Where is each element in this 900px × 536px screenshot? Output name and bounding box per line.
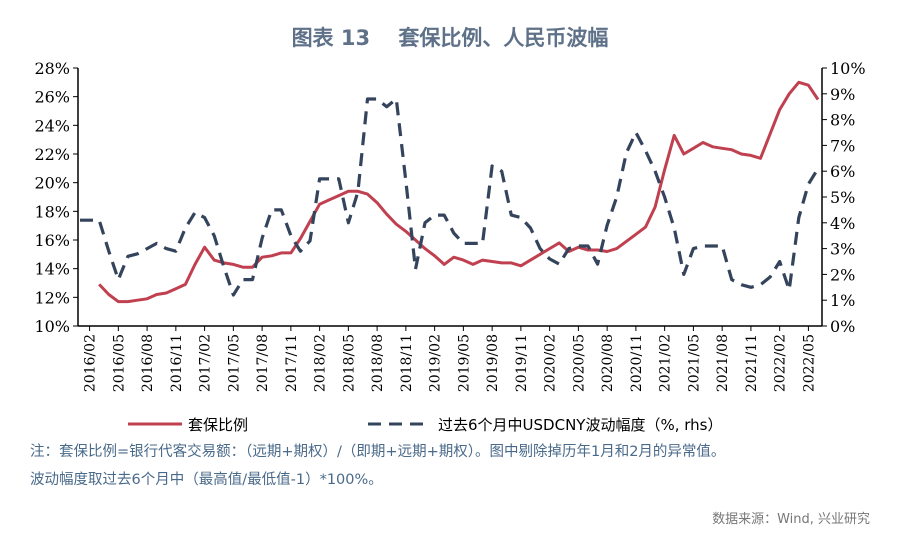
x-tick-label: 2021/11 bbox=[744, 334, 760, 392]
left-tick-label: 10% bbox=[34, 317, 70, 336]
right-tick-label: 5% bbox=[830, 188, 855, 207]
right-tick-label: 3% bbox=[830, 240, 855, 259]
x-tick-label: 2016/11 bbox=[169, 334, 185, 392]
x-tick-label: 2019/02 bbox=[428, 334, 444, 392]
x-tick-label: 2017/08 bbox=[255, 334, 271, 392]
x-tick-label: 2022/05 bbox=[801, 334, 817, 392]
x-tick-label: 2016/02 bbox=[83, 334, 99, 392]
chart-title: 图表 13 套保比例、人民币波幅 bbox=[291, 26, 609, 50]
x-tick-label: 2020/02 bbox=[543, 334, 559, 392]
x-tick-label: 2017/11 bbox=[284, 334, 300, 392]
right-tick-label: 7% bbox=[830, 136, 855, 155]
left-tick-label: 22% bbox=[34, 145, 70, 164]
right-tick-label: 8% bbox=[830, 111, 855, 130]
left-tick-label: 16% bbox=[34, 231, 70, 250]
x-tick-label: 2016/05 bbox=[111, 334, 127, 392]
legend-label-hedge-ratio: 套保比例 bbox=[188, 416, 248, 434]
footnote-2: 波动幅度取过去6个月中（最高值/最低值-1）*100%。 bbox=[30, 472, 383, 488]
x-tick-label: 2018/08 bbox=[370, 334, 386, 392]
right-tick-label: 4% bbox=[830, 214, 855, 233]
left-tick-label: 12% bbox=[34, 288, 70, 307]
x-tick-label: 2021/05 bbox=[686, 334, 702, 392]
right-tick-label: 10% bbox=[830, 59, 866, 78]
x-tick-label: 2017/05 bbox=[226, 334, 242, 392]
x-tick-label: 2019/08 bbox=[485, 334, 501, 392]
x-tick-label: 2019/11 bbox=[514, 334, 530, 392]
x-tick-label: 2017/02 bbox=[198, 334, 214, 392]
x-tick-label: 2018/02 bbox=[313, 334, 329, 392]
x-tick-label: 2016/08 bbox=[140, 334, 156, 392]
x-tick-label: 2018/05 bbox=[341, 334, 357, 392]
right-tick-label: 1% bbox=[830, 291, 855, 310]
left-tick-label: 14% bbox=[34, 260, 70, 279]
series-line-hedge-ratio bbox=[98, 80, 820, 304]
x-tick-label: 2020/05 bbox=[571, 334, 587, 392]
legend-label-volatility: 过去6个月中USDCNY波动幅度（%, rhs） bbox=[438, 416, 722, 434]
right-tick-label: 0% bbox=[830, 317, 855, 336]
x-tick-label: 2022/02 bbox=[773, 334, 789, 392]
x-tick-label: 2020/08 bbox=[600, 334, 616, 392]
series-line-usdcny-volatility bbox=[80, 97, 820, 297]
x-tick-label: 2019/05 bbox=[456, 334, 472, 392]
left-tick-label: 18% bbox=[34, 202, 70, 221]
x-tick-label: 2020/11 bbox=[629, 334, 645, 392]
right-tick-label: 9% bbox=[830, 85, 855, 104]
left-tick-label: 26% bbox=[34, 88, 70, 107]
right-tick-label: 2% bbox=[830, 265, 855, 284]
x-tick-label: 2018/11 bbox=[399, 334, 415, 392]
left-tick-label: 20% bbox=[34, 174, 70, 193]
right-tick-label: 6% bbox=[830, 162, 855, 181]
footnote-1: 注：套保比例=银行代客交易额：（远期+期权）/（即期+远期+期权）。图中剔除掉历… bbox=[30, 444, 726, 460]
source-note: 数据来源：Wind, 兴业研究 bbox=[712, 512, 870, 527]
left-tick-label: 24% bbox=[34, 116, 70, 135]
x-tick-label: 2021/02 bbox=[658, 334, 674, 392]
x-tick-label: 2021/08 bbox=[715, 334, 731, 392]
left-tick-label: 28% bbox=[34, 59, 70, 78]
